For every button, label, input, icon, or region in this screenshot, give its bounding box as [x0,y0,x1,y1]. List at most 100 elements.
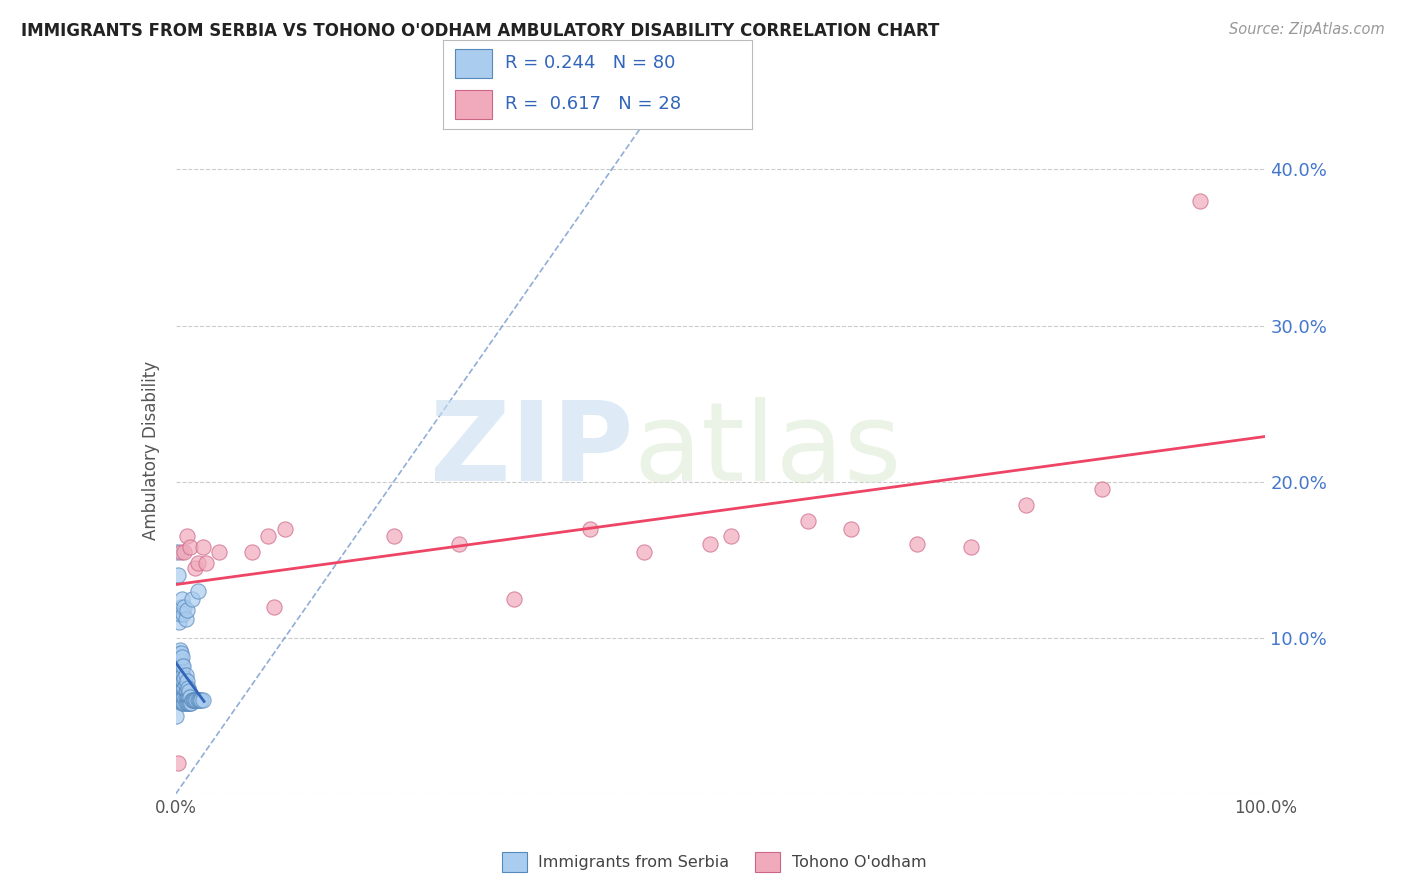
Bar [456,90,492,119]
Text: Immigrants from Serbia: Immigrants from Serbia [538,855,730,870]
Point [172,696,194,710]
Point [183,693,205,707]
Point [174,690,197,705]
Point [257,529,280,543]
Point [176,674,198,689]
Point [960,540,983,554]
Point [165,708,187,723]
Point [167,693,190,707]
Point [841,521,863,535]
Point [176,690,198,705]
Bar [456,49,492,78]
Point [170,646,193,660]
Point [172,696,194,710]
Point [174,683,197,698]
Point [174,668,197,682]
Point [167,568,190,582]
Point [169,690,191,705]
Point [167,674,190,689]
Point [174,696,197,710]
Point [191,693,214,707]
Point [172,690,194,705]
Point [181,693,204,707]
Point [179,540,201,554]
Point [167,670,190,684]
Point [169,643,191,657]
Point [1091,483,1114,497]
Point [169,662,191,676]
Point [169,681,191,695]
Point [173,681,195,695]
Point [195,556,218,570]
Point [167,756,190,770]
Point [173,599,195,614]
Point [208,545,231,559]
Point [447,537,470,551]
Point [173,545,195,559]
Point [180,696,202,710]
Point [177,683,200,698]
Point [166,545,188,559]
Point [502,591,524,606]
Point [166,662,188,676]
Point [172,681,194,695]
Point [170,599,193,614]
Text: atlas: atlas [633,397,901,504]
Point [167,646,190,660]
Point [263,599,285,614]
Point [173,671,195,685]
Point [176,603,198,617]
Point [172,658,194,673]
Point [176,683,198,698]
Point [720,529,742,543]
Point [181,693,204,707]
Text: ZIP: ZIP [430,397,633,504]
Text: R = 0.244   N = 80: R = 0.244 N = 80 [505,54,675,72]
Point [177,696,200,710]
Point [173,690,195,705]
Point [176,529,198,543]
Point [172,665,194,680]
Point [167,685,190,699]
Point [1015,498,1038,512]
Point [190,693,212,707]
Point [179,696,201,710]
Point [174,678,197,692]
Point [174,612,197,626]
Y-axis label: Ambulatory Disability: Ambulatory Disability [142,361,160,540]
Point [167,693,190,707]
Point [167,615,190,630]
Point [172,690,194,705]
Point [172,649,194,664]
Point [172,674,194,689]
Point [170,693,193,707]
Point [170,678,193,692]
Point [172,681,194,695]
Point [188,693,211,707]
Point [169,607,191,622]
Point [699,537,721,551]
Point [186,693,209,707]
Point [170,685,193,699]
Point [186,583,209,598]
Point [274,521,297,535]
Point [633,545,655,559]
Point [172,607,194,622]
Point [191,540,214,554]
Text: Tohono O'odham: Tohono O'odham [792,855,927,870]
Point [177,681,200,695]
Point [169,670,191,684]
Bar [502,852,527,871]
Point [579,521,602,535]
Point [170,678,193,692]
Bar [755,852,780,871]
Point [905,537,928,551]
Point [166,693,188,707]
Text: R =  0.617   N = 28: R = 0.617 N = 28 [505,95,681,113]
Point [186,693,208,707]
Point [170,654,193,668]
Point [177,690,200,705]
Point [170,545,193,559]
Point [382,529,405,543]
Text: IMMIGRANTS FROM SERBIA VS TOHONO O'ODHAM AMBULATORY DISABILITY CORRELATION CHART: IMMIGRANTS FROM SERBIA VS TOHONO O'ODHAM… [21,22,939,40]
